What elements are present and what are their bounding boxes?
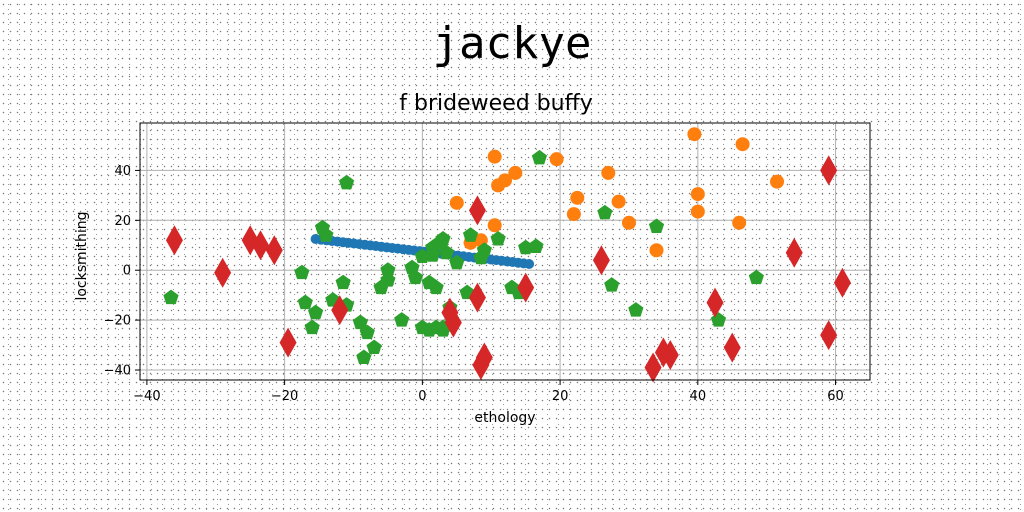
data-point-series-4 (517, 272, 535, 303)
data-point-series-2 (611, 194, 626, 209)
y-axis-label: locksmithing (74, 211, 90, 300)
y-tick-label: 0 (123, 264, 131, 279)
data-point-series-4 (265, 235, 283, 266)
figure-title: jackye (432, 18, 592, 69)
data-point-series-3 (490, 231, 506, 246)
data-point-series-4 (592, 245, 610, 276)
data-point-series-4 (468, 195, 486, 226)
data-point-series-3 (438, 244, 455, 260)
grid-lines (140, 123, 870, 380)
data-point-series-3 (366, 339, 382, 355)
x-tick-label: 20 (552, 389, 569, 404)
data-point-series-3 (318, 227, 334, 242)
data-point-series-2 (690, 187, 705, 202)
data-point-series-4 (706, 287, 724, 318)
data-point-series-4 (468, 282, 486, 313)
x-tick-label: 60 (827, 389, 844, 404)
data-point-series-2 (487, 218, 502, 233)
data-point-series-4 (833, 267, 851, 298)
data-point-series-3 (597, 204, 613, 220)
data-point-series-3 (435, 231, 451, 246)
data-point-series-2 (687, 127, 702, 142)
data-point-series-2 (601, 165, 616, 180)
data-point-series-3 (531, 149, 548, 165)
data-point-series-4 (214, 257, 232, 288)
data-point-series-4 (444, 307, 462, 338)
plot-frame (139, 122, 871, 381)
data-point-series-3 (476, 242, 492, 257)
data-point-series-2 (566, 207, 581, 222)
data-point-series-3 (294, 264, 310, 280)
data-point-series-2 (508, 165, 523, 180)
data-point-series-3 (394, 312, 410, 327)
data-point-series-3 (308, 304, 324, 320)
data-point-series-4 (475, 342, 493, 373)
data-point-series-4 (820, 320, 838, 351)
x-axis-label: ethology (474, 410, 535, 426)
data-point-series-2 (487, 149, 502, 164)
data-point-series-3 (380, 262, 396, 277)
data-point-series-3 (428, 279, 444, 295)
data-point-series-4 (279, 327, 297, 358)
data-point-series-4 (723, 332, 741, 363)
data-point-series-4 (252, 230, 270, 261)
data-point-series-2 (735, 137, 750, 152)
data-point-series-3 (462, 227, 479, 242)
x-tick-label: −20 (271, 389, 298, 404)
data-point-series-3 (352, 314, 368, 330)
plot-points (163, 127, 851, 383)
data-point-series-3 (163, 289, 179, 305)
x-tick-label: 0 (418, 389, 426, 404)
y-tick-label: 40 (114, 164, 131, 179)
axis-ticks: −40 −20 0 20 40 60 −40 −20 0 20 40 (104, 164, 844, 404)
y-tick-label: −20 (104, 314, 131, 329)
y-tick-label: 20 (114, 214, 131, 229)
x-tick-label: −40 (133, 389, 160, 404)
data-point-series-3 (528, 238, 544, 253)
data-point-series-4 (331, 295, 349, 326)
data-point-series-2 (770, 174, 785, 189)
data-point-series-2 (690, 204, 705, 219)
data-point-series-2 (449, 195, 464, 210)
data-point-series-3 (449, 254, 465, 270)
data-point-series-4 (165, 225, 183, 256)
data-point-series-3 (628, 302, 644, 317)
data-point-series-3 (297, 294, 313, 310)
data-point-series-3 (407, 269, 424, 285)
data-point-series-3 (648, 218, 665, 234)
data-point-series-4 (820, 155, 838, 186)
data-point-series-4 (241, 225, 259, 256)
data-point-series-2 (621, 215, 636, 230)
chart-title: f brideweed buffy (399, 91, 592, 116)
data-point-series-1 (524, 258, 535, 269)
data-point-series-2 (570, 190, 585, 205)
data-point-series-2 (549, 152, 564, 167)
data-point-series-4 (785, 237, 803, 268)
data-point-series-3 (414, 319, 430, 335)
y-tick-label: −40 (104, 364, 131, 379)
data-point-series-3 (604, 277, 620, 292)
data-point-series-3 (356, 349, 372, 365)
data-point-series-4 (644, 352, 662, 383)
data-point-series-3 (335, 274, 351, 290)
data-point-series-4 (661, 340, 679, 371)
x-tick-label: 40 (690, 389, 707, 404)
data-point-series-3 (304, 319, 320, 335)
data-point-series-3 (359, 324, 375, 340)
data-point-series-3 (338, 174, 355, 190)
data-point-series-2 (649, 243, 664, 258)
data-point-series-3 (748, 269, 764, 285)
data-point-series-2 (498, 173, 512, 188)
data-point-series-3 (425, 239, 441, 255)
data-point-series-2 (732, 215, 747, 230)
